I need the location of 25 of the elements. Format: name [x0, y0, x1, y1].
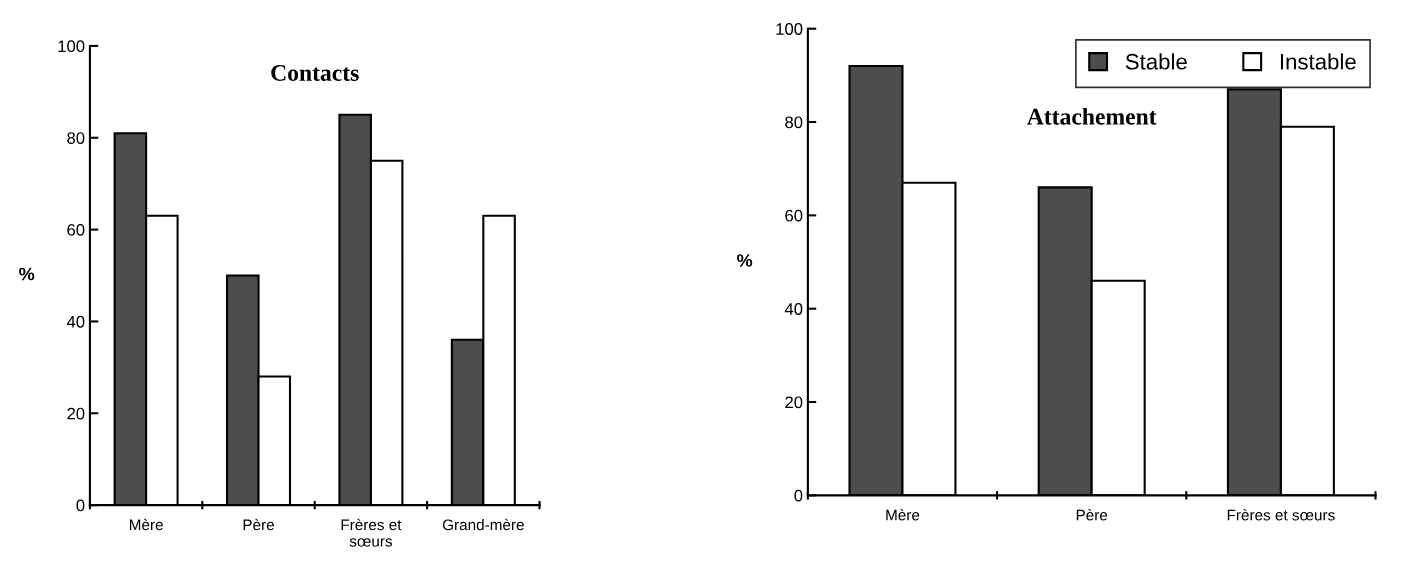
y-tick-label: 0	[76, 499, 85, 512]
y-tick-label: 100	[776, 23, 803, 35]
x-tick-label: Frères et sœurs	[341, 518, 402, 547]
x-tick-label: Frères et sœurs	[1227, 509, 1335, 521]
y-tick-label: 60	[67, 224, 85, 236]
x-tick-label: Père	[1076, 509, 1108, 521]
y-tick-label: 60	[785, 209, 803, 222]
x-tick-label: Père	[243, 518, 274, 531]
x-tick-label: Grand-mère	[442, 518, 524, 531]
x-tick-label: Mère	[129, 518, 163, 531]
y-tick-label: 100	[58, 40, 85, 53]
y-tick-label: 80	[67, 132, 85, 144]
y-tick-label: 0	[794, 489, 803, 502]
text: Contacts	[271, 65, 359, 81]
text: Attachement	[1027, 108, 1157, 125]
y-tick-label: 40	[66, 315, 85, 328]
y-axis-title: %	[737, 254, 753, 267]
y-tick-label: 80	[785, 116, 803, 129]
legend-label: Stable	[1125, 53, 1187, 70]
legend-label: Instable	[1280, 53, 1356, 70]
y-tick-label: 40	[784, 303, 803, 315]
y-axis-title: %	[19, 267, 35, 281]
y-tick-label: 20	[67, 407, 85, 420]
x-tick-label: Mère	[886, 509, 920, 521]
y-tick-label: 20	[785, 396, 803, 409]
